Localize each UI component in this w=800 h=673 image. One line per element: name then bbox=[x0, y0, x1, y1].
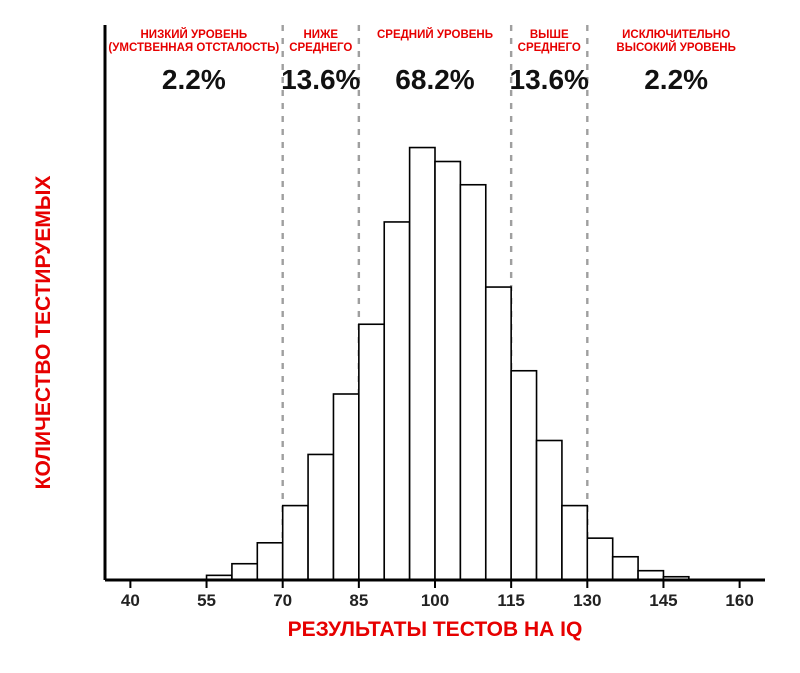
histogram-bar bbox=[333, 394, 358, 580]
histogram-bar bbox=[359, 324, 384, 580]
chart-svg: НИЗКИЙ УРОВЕНЬ(УМСТВЕННАЯ ОТСТАЛОСТЬ) 2.2… bbox=[0, 0, 800, 673]
histogram-bar bbox=[460, 185, 485, 580]
x-tick-label: 40 bbox=[121, 591, 140, 610]
histogram-bar bbox=[562, 506, 587, 580]
histogram-bar bbox=[511, 371, 536, 580]
region-label: ВЫСОКИЙ УРОВЕНЬ bbox=[616, 41, 735, 54]
region-label: СРЕДНЕГО bbox=[518, 42, 581, 54]
x-tick-label: 130 bbox=[573, 591, 601, 610]
region-label: НИЗКИЙ УРОВЕНЬ bbox=[141, 28, 248, 41]
x-tick-label: 115 bbox=[497, 591, 524, 610]
x-tick-label: 85 bbox=[349, 591, 368, 610]
iq-histogram: НИЗКИЙ УРОВЕНЬ(УМСТВЕННАЯ ОТСТАЛОСТЬ) 2.2… bbox=[0, 0, 800, 673]
histogram-bar bbox=[232, 564, 257, 580]
region-percent: 13.6% bbox=[510, 64, 589, 95]
histogram-bar bbox=[486, 287, 511, 580]
region-label: (УМСТВЕННАЯ ОТСТАЛОСТЬ) bbox=[108, 42, 279, 54]
histogram-bar bbox=[410, 148, 435, 580]
x-tick-label: 100 bbox=[421, 591, 449, 610]
region-percent: 2.2% bbox=[644, 64, 708, 95]
histogram-bar bbox=[283, 506, 308, 580]
region-label: НИЖЕ bbox=[303, 29, 338, 41]
region-percent: 2.2% bbox=[162, 64, 226, 95]
histogram-bar bbox=[435, 162, 460, 581]
x-tick-label: 160 bbox=[725, 591, 753, 610]
histogram-bar bbox=[308, 454, 333, 580]
histogram-bar bbox=[384, 222, 409, 580]
x-tick-label: 145 bbox=[649, 591, 677, 610]
x-axis-title: РЕЗУЛЬТАТЫ ТЕСТОВ НА IQ bbox=[288, 618, 583, 641]
histogram-bar bbox=[257, 543, 282, 580]
region-label: ВЫШЕ bbox=[530, 29, 569, 41]
region-percent: 13.6% bbox=[281, 64, 360, 95]
y-axis-title: КОЛИЧЕСТВО ТЕСТИРУЕМЫХ bbox=[32, 176, 55, 490]
histogram-bar bbox=[587, 538, 612, 580]
histogram-bar bbox=[537, 441, 562, 581]
x-tick-label: 70 bbox=[273, 591, 292, 610]
region-percent: 68.2% bbox=[395, 64, 474, 95]
region-label: СРЕДНЕГО bbox=[289, 42, 352, 54]
region-label: ИСКЛЮЧИТЕЛЬНО bbox=[622, 29, 730, 41]
region-label: СРЕДНИЙ УРОВЕНЬ bbox=[377, 28, 493, 41]
x-tick-label: 55 bbox=[197, 591, 216, 610]
histogram-bar bbox=[613, 557, 638, 580]
